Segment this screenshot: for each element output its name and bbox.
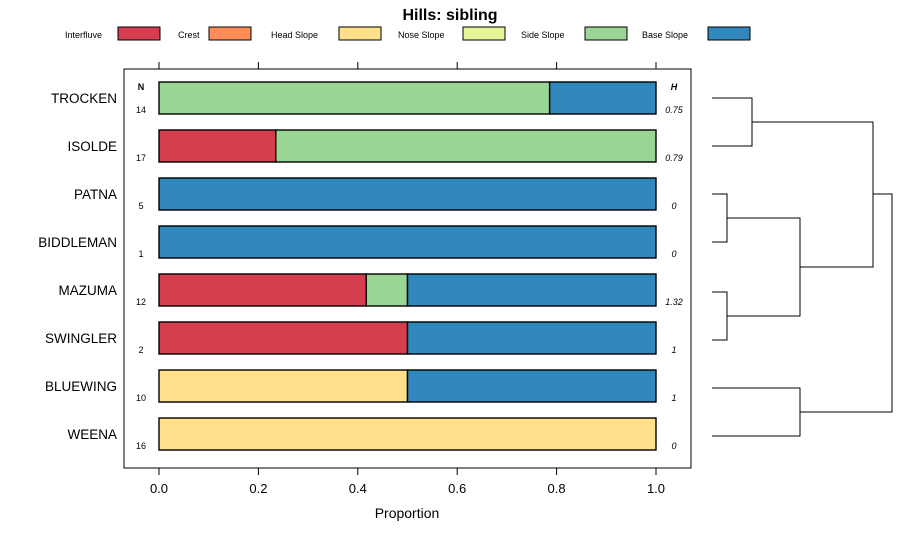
row-label-trocken: TROCKEN (51, 91, 117, 106)
x-axis-label: Proportion (375, 505, 440, 521)
n-value-patna: 5 (138, 201, 143, 211)
legend-label-crest: Crest (178, 30, 200, 40)
h-column-header: H (671, 82, 678, 92)
dendrogram-link-pb-ms (727, 217, 801, 317)
bar-segment-mazuma-base-slope (406, 273, 657, 307)
row-label-swingler: SWINGLER (45, 331, 117, 346)
bar-segment-trocken-base-slope (548, 81, 657, 115)
dendrogram-link-root (800, 193, 893, 413)
bar-segment-isolde-side-slope (275, 129, 657, 163)
row-label-mazuma: MAZUMA (59, 283, 118, 298)
legend-swatch-nose-slope (462, 26, 506, 41)
row-label-isolde: ISOLDE (67, 139, 117, 154)
h-value-mazuma: 1.32 (665, 297, 683, 307)
legend-swatch-head-slope (338, 26, 382, 41)
h-value-weena: 0 (671, 441, 676, 451)
row-labels: TROCKEN 14 0.75 ISOLDE 17 0.79 PATNA 5 0 BIDDLEMA… (38, 91, 684, 451)
n-column-header: N (138, 82, 145, 92)
row-label-patna: PATNA (74, 187, 117, 202)
bar-segment-bluewing-base-slope (406, 369, 657, 403)
h-value-patna: 0 (671, 201, 676, 211)
dendrogram-link-trocken-isolde (712, 97, 753, 147)
x-tick-label-1: 0.2 (249, 481, 267, 496)
legend-label-head-slope: Head Slope (271, 30, 318, 40)
legend-label-base-slope: Base Slope (642, 30, 688, 40)
row-label-weena: WEENA (67, 427, 117, 442)
n-value-weena: 16 (136, 441, 146, 451)
bar-segment-isolde-interfluve (158, 129, 277, 163)
x-tick-label-2: 0.4 (349, 481, 367, 496)
n-value-swingler: 2 (138, 345, 143, 355)
bar-segment-mazuma-side-slope (365, 273, 409, 307)
n-value-bluewing: 10 (136, 393, 146, 403)
row-label-biddleman: BIDDLEMAN (38, 235, 117, 250)
dendrogram-link-ti-pbms (752, 121, 874, 268)
bar-segment-swingler-interfluve (158, 321, 409, 355)
x-tick-label-3: 0.6 (448, 481, 466, 496)
legend-label-interfluve: Interfluve (65, 30, 102, 40)
plot-frame (123, 68, 692, 469)
dendrogram (712, 97, 893, 437)
bar-segment-swingler-base-slope (406, 321, 657, 355)
h-value-biddleman: 0 (671, 249, 676, 259)
bars-group (158, 81, 657, 451)
bar-segment-weena-head-slope (158, 417, 657, 451)
bar-segment-biddleman-base-slope (158, 225, 657, 259)
dendrogram-link-patna-biddleman (712, 193, 728, 243)
bar-segment-patna-base-slope (158, 177, 657, 211)
bar-segment-bluewing-head-slope (158, 369, 409, 403)
legend: Interfluve Crest Head Slope Nose Slope Side … (65, 26, 751, 41)
n-value-trocken: 14 (136, 105, 146, 115)
dendrogram-link-mazuma-swingler (712, 291, 728, 341)
bar-segment-trocken-side-slope (158, 81, 551, 115)
legend-swatch-interfluve (117, 26, 161, 41)
chart-title: Hills: sibling (402, 7, 497, 24)
legend-swatch-side-slope (584, 26, 628, 41)
bar-segment-mazuma-interfluve (158, 273, 367, 307)
legend-label-nose-slope: Nose Slope (398, 30, 445, 40)
legend-label-side-slope: Side Slope (521, 30, 565, 40)
h-value-isolde: 0.79 (665, 153, 683, 163)
n-value-biddleman: 1 (138, 249, 143, 259)
legend-swatch-base-slope (707, 26, 751, 41)
x-tick-label-0: 0.0 (150, 481, 168, 496)
h-value-trocken: 0.75 (665, 105, 684, 115)
legend-swatch-crest (208, 26, 252, 41)
h-value-bluewing: 1 (671, 393, 676, 403)
x-axis: 0.0 0.2 0.4 0.6 0.8 1.0 (150, 62, 665, 496)
dendrogram-link-bluewing-weena (712, 387, 801, 437)
row-label-bluewing: BLUEWING (45, 379, 117, 394)
x-tick-label-4: 0.8 (548, 481, 566, 496)
n-value-mazuma: 12 (136, 297, 146, 307)
h-value-swingler: 1 (671, 345, 676, 355)
n-value-isolde: 17 (136, 153, 146, 163)
x-tick-label-5: 1.0 (647, 481, 665, 496)
